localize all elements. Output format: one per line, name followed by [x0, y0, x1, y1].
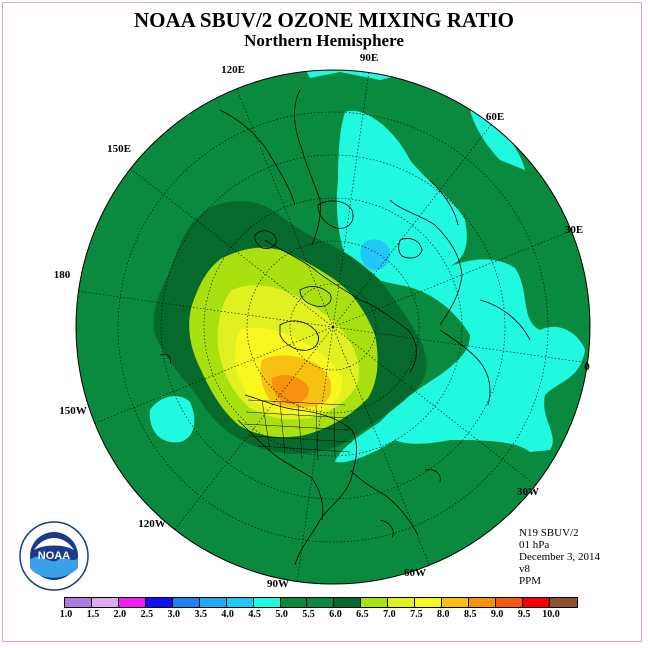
legend-swatch — [172, 598, 200, 607]
legend-tick-label: 7.0 — [383, 609, 396, 620]
info-version: v8 — [519, 563, 530, 575]
legend-tick-label: 2.0 — [113, 609, 127, 620]
legend-swatch — [334, 598, 362, 607]
state-borders — [243, 399, 353, 461]
meridian-line — [174, 326, 334, 530]
map-boundary — [75, 69, 591, 585]
color-legend — [64, 597, 578, 608]
meridians — [78, 72, 588, 582]
legend-swatch — [65, 598, 92, 607]
info-date: December 3, 2014 — [519, 551, 600, 563]
longitude-labels: 90E 60E 30E 0 30W 60W 90W 120W 150W 180 … — [54, 52, 591, 590]
meridian-line — [332, 326, 536, 486]
legend-swatch — [253, 598, 281, 607]
ozone-patch-4-0-to-4-5 — [360, 239, 391, 271]
legend-tick-label: 5.0 — [275, 609, 288, 620]
lon-label-90w: 90W — [267, 578, 289, 590]
legend-swatch — [549, 598, 577, 607]
legend-swatch — [522, 598, 550, 607]
meridian-line — [332, 124, 492, 328]
legend-swatch — [199, 598, 227, 607]
graticule — [78, 72, 588, 582]
lon-label-90e: 90E — [360, 52, 378, 64]
meridian-line — [332, 326, 588, 364]
meridian-line — [78, 290, 334, 328]
meridian-line — [332, 326, 430, 566]
ozone-patch-cyan-pacific — [149, 396, 195, 443]
latitude-circle-60 — [203, 197, 463, 457]
legend-swatch — [91, 598, 119, 607]
legend-swatch — [280, 598, 308, 607]
legend-tick-label: 6.5 — [356, 609, 369, 620]
legend-tick-label: 9.0 — [490, 609, 504, 620]
legend-swatch — [469, 598, 496, 607]
legend-tick-label: 1.5 — [86, 609, 100, 620]
legend-tick-label: 4.0 — [221, 609, 234, 620]
lon-label-0: 0 — [584, 361, 590, 373]
legend-swatch — [415, 598, 443, 607]
legend-tick-label: 10.0 — [542, 609, 560, 620]
ozone-patch-cyan-ne — [470, 110, 525, 170]
legend-swatch — [145, 598, 173, 607]
legend-swatch — [118, 598, 146, 607]
legend-tick-label: 2.5 — [140, 609, 154, 620]
lon-label-60e: 60E — [486, 111, 504, 123]
ozone-patch-cyan-top — [300, 70, 400, 80]
lon-label-60w: 60W — [404, 567, 426, 579]
legend-swatch — [226, 598, 254, 607]
meridian-line — [332, 72, 370, 328]
legend-tick-label: 1.0 — [59, 609, 73, 620]
lon-label-180: 180 — [54, 269, 71, 281]
legend-swatch — [442, 598, 470, 607]
legend-tick-label: 3.0 — [167, 609, 181, 620]
logo-gull-icon — [34, 538, 74, 550]
map-title: NOAA SBUV/2 OZONE MIXING RATIO — [134, 8, 514, 32]
ozone-band-8-5-9 — [271, 375, 309, 404]
latitude-circle-40 — [117, 111, 549, 543]
legend-tick-label: 6.0 — [329, 609, 342, 620]
coastlines — [159, 89, 531, 566]
logo-text: NOAA — [38, 550, 70, 562]
lon-label-120e: 120E — [221, 64, 245, 76]
lon-label-30w: 30W — [517, 486, 539, 498]
legend-tick-label: 9.5 — [517, 609, 531, 620]
lon-label-150e: 150E — [107, 143, 131, 155]
legend-tick-label: 8.0 — [437, 609, 450, 620]
latitude-circle-70 — [246, 240, 420, 414]
color-legend-ticks: 1.0 1.5 2.0 2.5 3.0 3.5 4.0 4.5 5.0 5.5 6.0 6.5 7.0 7… — [0, 609, 648, 623]
legend-tick-label: 7.5 — [410, 609, 423, 620]
meridian-line — [296, 326, 334, 582]
legend-swatch — [361, 598, 389, 607]
info-satellite: N19 SBUV/2 — [519, 527, 579, 539]
legend-tick-label: 4.5 — [248, 609, 261, 620]
figure-frame — [2, 2, 642, 642]
info-units: PPM — [519, 575, 542, 587]
legend-tick-label: 5.5 — [302, 609, 315, 620]
info-pressure-level: 01 hPa — [519, 539, 550, 551]
latitude-circle-50 — [160, 154, 506, 500]
legend-swatch — [496, 598, 523, 607]
legend-tick-label: 3.5 — [194, 609, 207, 620]
logo-wave — [30, 556, 78, 578]
lon-label-150w: 150W — [59, 405, 87, 417]
legend-swatch — [307, 598, 335, 607]
lon-label-30e: 30E — [565, 224, 583, 236]
noaa-logo: NOAA — [19, 521, 89, 591]
lon-label-120w: 120W — [138, 518, 166, 530]
meridian-line — [236, 88, 334, 328]
meridian-line — [130, 168, 334, 328]
map-subtitle: Northern Hemisphere — [244, 31, 404, 50]
legend-swatch — [388, 598, 416, 607]
latitude-circle-80 — [289, 283, 377, 371]
meridian-line — [332, 230, 572, 328]
meridian-line — [94, 326, 334, 424]
plot-info: N19 SBUV/2 01 hPa December 3, 2014 v8 PP… — [519, 527, 600, 587]
legend-tick-label: 8.5 — [463, 609, 477, 620]
